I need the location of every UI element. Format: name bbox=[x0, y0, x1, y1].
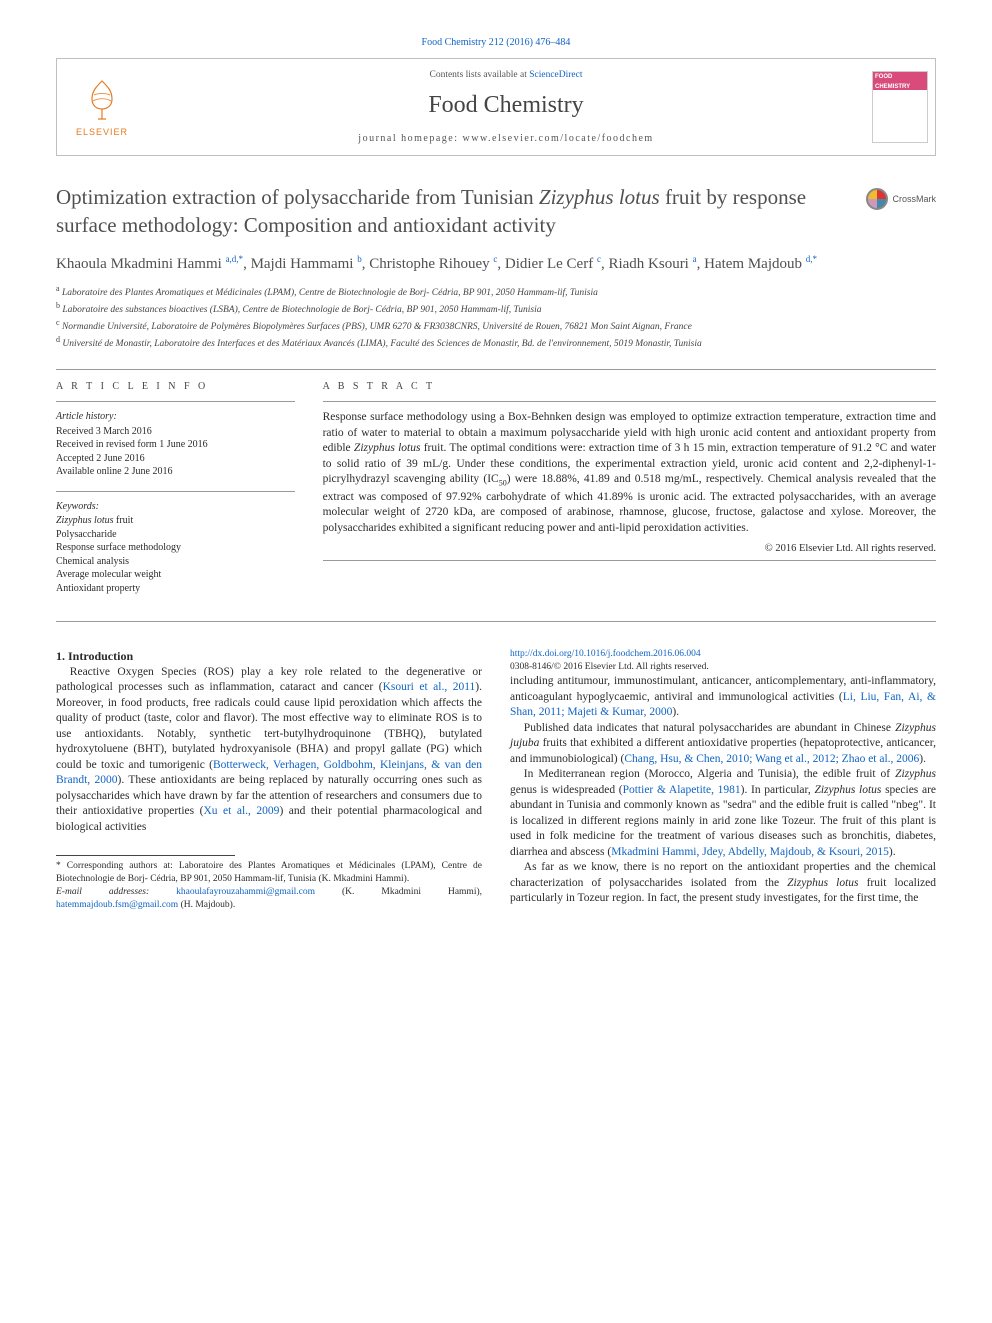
article-history: Received 3 March 2016Received in revised… bbox=[56, 425, 295, 479]
journal-name: Food Chemistry bbox=[155, 89, 857, 121]
divider bbox=[56, 621, 936, 622]
affiliation-line: b Laboratoire des substances bioactives … bbox=[56, 301, 936, 317]
keywords-list: Zizyphus lotus fruitPolysaccharideRespon… bbox=[56, 514, 295, 595]
contents-available: Contents lists available at ScienceDirec… bbox=[155, 69, 857, 82]
email-who-2: (H. Majdoub). bbox=[178, 900, 235, 910]
footnote-separator bbox=[56, 855, 235, 856]
affiliations: a Laboratoire des Plantes Aromatiques et… bbox=[56, 284, 936, 351]
journal-cover: FOOD CHEMISTRY bbox=[865, 59, 935, 156]
section-1-head: 1. Introduction bbox=[56, 648, 482, 664]
intro-para-3: In Mediterranean region (Morocco, Algeri… bbox=[510, 767, 936, 860]
sciencedirect-link[interactable]: ScienceDirect bbox=[529, 70, 582, 80]
email-who-1: (K. Mkadmini Hammi), bbox=[315, 887, 482, 897]
history-line: Accepted 2 June 2016 bbox=[56, 452, 295, 466]
journal-homepage: journal homepage: www.elsevier.com/locat… bbox=[155, 132, 857, 146]
doi-link[interactable]: http://dx.doi.org/10.1016/j.foodchem.201… bbox=[510, 649, 701, 659]
divider bbox=[323, 560, 936, 561]
divider bbox=[56, 491, 295, 492]
journal-header: ELSEVIER Contents lists available at Sci… bbox=[56, 58, 936, 157]
cover-text-top: FOOD bbox=[873, 72, 927, 82]
keywords-title: Keywords: bbox=[56, 500, 295, 514]
intro-para-4: As far as we know, there is no report on… bbox=[510, 860, 936, 907]
keyword: Polysaccharide bbox=[56, 528, 295, 542]
keyword: Response surface methodology bbox=[56, 541, 295, 555]
intro-para-1b: including antitumour, immunostimulant, a… bbox=[510, 674, 936, 721]
email-note: E-mail addresses: khaoulafayrouzahammi@g… bbox=[56, 886, 482, 912]
keyword: Zizyphus lotus fruit bbox=[56, 514, 295, 528]
article-info-head: A R T I C L E I N F O bbox=[56, 380, 295, 394]
crossmark-badge[interactable]: CrossMark bbox=[866, 188, 936, 210]
abstract-copyright: © 2016 Elsevier Ltd. All rights reserved… bbox=[323, 542, 936, 556]
corresponding-author-note: * Corresponding authors at: Laboratoire … bbox=[56, 860, 482, 886]
article-title: Optimization extraction of polysaccharid… bbox=[56, 184, 852, 239]
affiliation-line: a Laboratoire des Plantes Aromatiques et… bbox=[56, 284, 936, 300]
authors-line: Khaoula Mkadmini Hammi a,d,*, Majdi Hamm… bbox=[56, 253, 936, 274]
history-line: Received 3 March 2016 bbox=[56, 425, 295, 439]
keyword: Average molecular weight bbox=[56, 568, 295, 582]
history-title: Article history: bbox=[56, 410, 295, 424]
cover-text-bottom: CHEMISTRY bbox=[873, 82, 927, 92]
publisher-logo: ELSEVIER bbox=[57, 59, 147, 156]
intro-para-1: Reactive Oxygen Species (ROS) play a key… bbox=[56, 665, 482, 836]
homepage-url: www.elsevier.com/locate/foodchem bbox=[463, 133, 654, 144]
abstract-text: Response surface methodology using a Box… bbox=[323, 410, 936, 536]
email-link-2[interactable]: hatemmajdoub.fsm@gmail.com bbox=[56, 900, 178, 910]
divider bbox=[323, 401, 936, 402]
doi-block: http://dx.doi.org/10.1016/j.foodchem.201… bbox=[510, 648, 936, 674]
email-label: E-mail addresses: bbox=[56, 887, 176, 897]
publisher-name: ELSEVIER bbox=[76, 126, 128, 138]
homepage-prefix: journal homepage: bbox=[358, 133, 462, 144]
citation-line: Food Chemistry 212 (2016) 476–484 bbox=[56, 36, 936, 50]
crossmark-icon bbox=[866, 188, 888, 210]
crossmark-label: CrossMark bbox=[892, 193, 936, 205]
affiliation-line: d Université de Monastir, Laboratoire de… bbox=[56, 335, 936, 351]
history-line: Available online 2 June 2016 bbox=[56, 465, 295, 479]
keyword: Antioxidant property bbox=[56, 582, 295, 596]
elsevier-tree-icon bbox=[78, 75, 126, 123]
contents-prefix: Contents lists available at bbox=[429, 70, 529, 80]
issn-copyright: 0308-8146/© 2016 Elsevier Ltd. All right… bbox=[510, 662, 709, 672]
intro-para-2: Published data indicates that natural po… bbox=[510, 721, 936, 768]
email-link-1[interactable]: khaoulafayrouzahammi@gmail.com bbox=[176, 887, 315, 897]
keyword: Chemical analysis bbox=[56, 555, 295, 569]
abstract-head: A B S T R A C T bbox=[323, 380, 936, 394]
affiliation-line: c Normandie Université, Laboratoire de P… bbox=[56, 318, 936, 334]
history-line: Received in revised form 1 June 2016 bbox=[56, 438, 295, 452]
divider bbox=[56, 401, 295, 402]
